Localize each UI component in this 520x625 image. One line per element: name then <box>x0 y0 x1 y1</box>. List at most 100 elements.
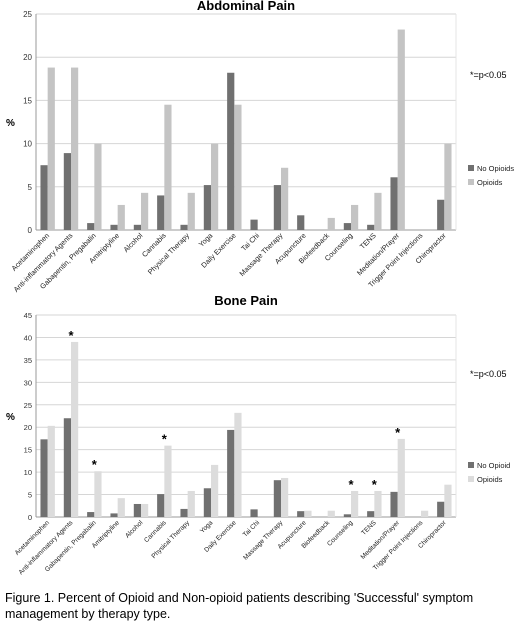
chart2-bar <box>94 471 102 517</box>
chart1-ytick-label: 15 <box>23 96 32 105</box>
chart1-bar <box>141 192 149 230</box>
chart2-bar <box>157 494 165 517</box>
chart1-bar <box>187 192 195 230</box>
chart2-bar <box>421 510 429 517</box>
chart1-ylabel: % <box>6 118 15 129</box>
chart1-category-label: Yoga <box>197 231 215 249</box>
chart2-legend-label: Opioids <box>477 475 503 484</box>
chart2-bar <box>234 412 242 517</box>
chart1-ytick-label: 25 <box>23 10 32 19</box>
chart1-ytick-label: 0 <box>28 226 33 235</box>
chart1-category-label: Physical Therapy <box>146 231 192 277</box>
chart2-ytick-label: 30 <box>24 378 32 387</box>
chart1-legend-swatch <box>468 165 474 171</box>
chart1-legend-label: No Opioids <box>477 164 514 173</box>
chart1-bar <box>117 204 125 230</box>
chart2-category-label: TENS <box>360 519 378 537</box>
chart2-bar <box>273 480 281 517</box>
chart2-bar <box>327 510 335 517</box>
chart2-ytick-label: 5 <box>28 491 32 500</box>
chart2-category-label: Tai Chi <box>242 519 262 539</box>
chart1-bar <box>40 165 48 230</box>
chart2-bar <box>203 488 211 517</box>
chart2-significance-star: * <box>395 425 401 440</box>
chart1-bar <box>397 29 405 230</box>
chart2-ytick-label: 25 <box>24 401 32 410</box>
chart2-category-label: Massage Therapy <box>242 519 285 562</box>
chart2-significance-star: * <box>68 328 74 343</box>
chart1-bar <box>180 224 188 230</box>
chart1-ytick-label: 10 <box>23 140 32 149</box>
chart1-bar <box>63 153 71 230</box>
chart2-bar <box>351 490 359 517</box>
chart2-bar <box>71 341 79 517</box>
chart2-bar <box>63 418 71 517</box>
chart2-bar <box>397 438 405 517</box>
chart2-category-label: Alcohol <box>124 519 145 540</box>
chart1-bar <box>390 177 398 230</box>
chart2-bar <box>250 509 258 517</box>
chart1-bar <box>351 204 359 230</box>
chart1-bar <box>234 104 242 230</box>
chart1-legend-label: Opioids <box>477 178 503 187</box>
chart2-ytick-label: 20 <box>24 423 32 432</box>
chart1-bar <box>211 143 219 230</box>
chart2-ytick-label: 10 <box>24 468 32 477</box>
chart2-bar <box>437 501 445 517</box>
chart2-bar <box>343 514 351 517</box>
chart2-legend-swatch <box>468 462 474 468</box>
chart2-bar <box>164 445 172 517</box>
chart2-bar <box>227 429 235 517</box>
chart2-ytick-label: 15 <box>24 446 32 455</box>
chart1-legend-swatch <box>468 179 474 185</box>
chart2-category-label: Counseling <box>326 519 355 548</box>
figure-caption: Figure 1. Percent of Opioid and Non-opio… <box>5 591 474 621</box>
chart2-bar <box>374 490 382 517</box>
chart1-bar <box>281 167 289 230</box>
chart1-bar <box>444 143 452 230</box>
chart1-category-label: Tai Chi <box>239 231 261 253</box>
chart1-bar <box>374 192 382 230</box>
chart2-annotation: *=p<0.05 <box>470 369 507 379</box>
chart2-significance-star: * <box>162 432 168 447</box>
chart2-bar <box>187 490 195 517</box>
chart2-bar <box>110 513 118 517</box>
chart2-bar <box>444 484 452 517</box>
chart1-bar <box>327 217 335 230</box>
chart1-bar <box>203 185 211 230</box>
chart2-bar <box>141 503 149 517</box>
chart2-title: Bone Pain <box>214 293 278 308</box>
chart1-bar <box>297 215 305 230</box>
chart2-ytick-label: 45 <box>24 311 32 320</box>
chart2-bar <box>87 512 95 517</box>
chart2-significance-star: * <box>92 457 98 472</box>
chart2-significance-star: * <box>372 477 378 492</box>
chart2-bar <box>304 510 312 517</box>
chart2-bar <box>390 491 398 517</box>
chart2-bar <box>40 439 48 517</box>
chart1-bar <box>133 224 141 230</box>
chart1-bar <box>437 199 445 230</box>
chart1-bar <box>71 67 79 231</box>
chart2-bar <box>133 503 141 517</box>
chart1-bar <box>157 195 165 230</box>
chart1-bar <box>343 223 351 230</box>
chart2-ytick-label: 0 <box>28 513 32 522</box>
chart1-bar <box>47 67 55 231</box>
chart2-bar <box>211 464 219 517</box>
chart2-bar <box>281 477 289 517</box>
chart1-bar <box>94 143 102 230</box>
chart1-bar <box>227 72 235 230</box>
chart2-bar <box>367 511 375 517</box>
chart2-bar <box>47 425 55 517</box>
chart2-ytick-label: 40 <box>24 333 32 342</box>
chart2-significance-star: * <box>348 477 354 492</box>
chart1-annotation: *=p<0.05 <box>470 70 507 80</box>
chart1-ytick-label: 5 <box>28 183 33 192</box>
chart2-category-label: Yoga <box>199 519 215 535</box>
chart2-bar <box>297 511 305 517</box>
chart2-legend-swatch <box>468 476 474 482</box>
chart1-bar <box>110 224 118 230</box>
chart1-bar <box>250 219 258 230</box>
